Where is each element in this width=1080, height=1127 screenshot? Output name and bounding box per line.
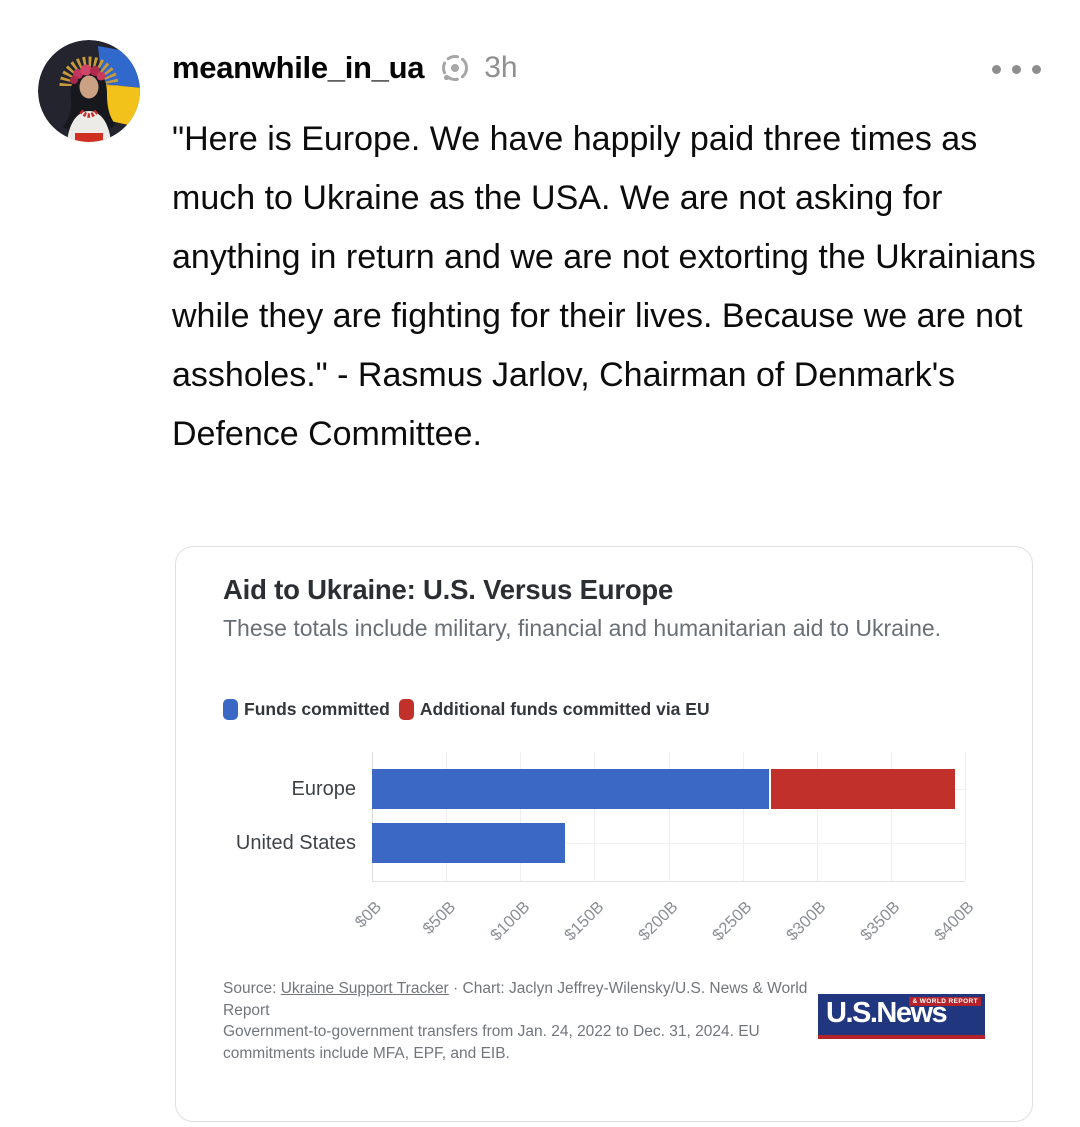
- usnews-logo-redbar: [818, 1035, 985, 1039]
- gridline: [816, 752, 818, 881]
- bar-row-europe: [372, 769, 965, 809]
- legend-swatch-blue: [223, 699, 238, 720]
- legend-swatch-red: [398, 699, 414, 720]
- source-link: Ukraine Support Tracker: [280, 980, 449, 997]
- x-tick-label: $400B: [931, 898, 978, 945]
- post-body-text: "Here is Europe. We have happily paid th…: [172, 120, 1036, 453]
- x-tick-label: $350B: [857, 898, 904, 945]
- category-label: United States: [235, 832, 356, 854]
- bar-row-united-states: [372, 823, 965, 863]
- post-header: meanwhile_in_ua 3h: [172, 50, 518, 86]
- x-axis-labels: $0B $50B $100B $150B $200B $250B $300B $350B $40…: [351, 888, 977, 973]
- x-tick-label: $0B: [351, 898, 385, 932]
- x-tick-label: $150B: [560, 898, 608, 945]
- bar-segment: [372, 769, 770, 809]
- usnews-logo-tagline: & WORLD REPORT: [909, 997, 981, 1006]
- timestamp: 3h: [484, 51, 518, 84]
- bar-segment: [372, 823, 565, 863]
- status-ring-icon: [442, 55, 469, 81]
- gridline: [446, 752, 448, 881]
- x-tick-label: $50B: [418, 898, 459, 938]
- gridline: [668, 752, 670, 881]
- avatar-image: [38, 40, 140, 142]
- usnews-logo: & WORLD REPORT U.S.News: [818, 994, 985, 1039]
- username[interactable]: meanwhile_in_ua: [172, 50, 425, 85]
- category-label: Europe: [291, 778, 357, 800]
- chart-subtitle: These totals include military, financial…: [223, 615, 942, 641]
- usnews-logo-text: U.S.News: [826, 997, 948, 1029]
- x-tick-label: $250B: [708, 898, 756, 945]
- gridline: [965, 752, 966, 881]
- gridline: [594, 752, 596, 881]
- x-tick-label: $200B: [634, 898, 682, 945]
- source-methodology: Government-to-government transfers from …: [223, 1023, 760, 1062]
- gridline: [890, 752, 892, 881]
- gridline: [742, 752, 744, 881]
- x-tick-label: $100B: [486, 898, 533, 945]
- more-options-button[interactable]: [985, 52, 1047, 86]
- bar-segment: [769, 769, 955, 809]
- legend-label: Funds committed: [244, 699, 390, 719]
- chart-title: Aid to Ukraine: U.S. Versus Europe: [223, 574, 674, 605]
- more-options-icon: [991, 64, 1001, 74]
- chart-legend: Funds committed Additional funds committ…: [223, 699, 710, 720]
- legend-item-additional-eu: Additional funds committed via EU: [398, 699, 710, 720]
- x-tick-label: $300B: [783, 898, 830, 945]
- plot-area: [372, 752, 966, 882]
- avatar[interactable]: [38, 40, 140, 142]
- chart-image-card[interactable]: Aid to Ukraine: U.S. Versus Europe These…: [175, 546, 1033, 1122]
- legend-label: Additional funds committed via EU: [419, 699, 710, 719]
- source-credit: Source: Ukraine Support Tracker · Chart:…: [223, 980, 808, 1019]
- chart-source-note: Source: Ukraine Support Tracker · Chart:…: [223, 978, 823, 1064]
- gridline: [372, 752, 373, 881]
- legend-item-funds-committed: Funds committed: [223, 699, 390, 720]
- category-labels: Europe United States: [176, 752, 356, 882]
- gridline: [520, 752, 522, 881]
